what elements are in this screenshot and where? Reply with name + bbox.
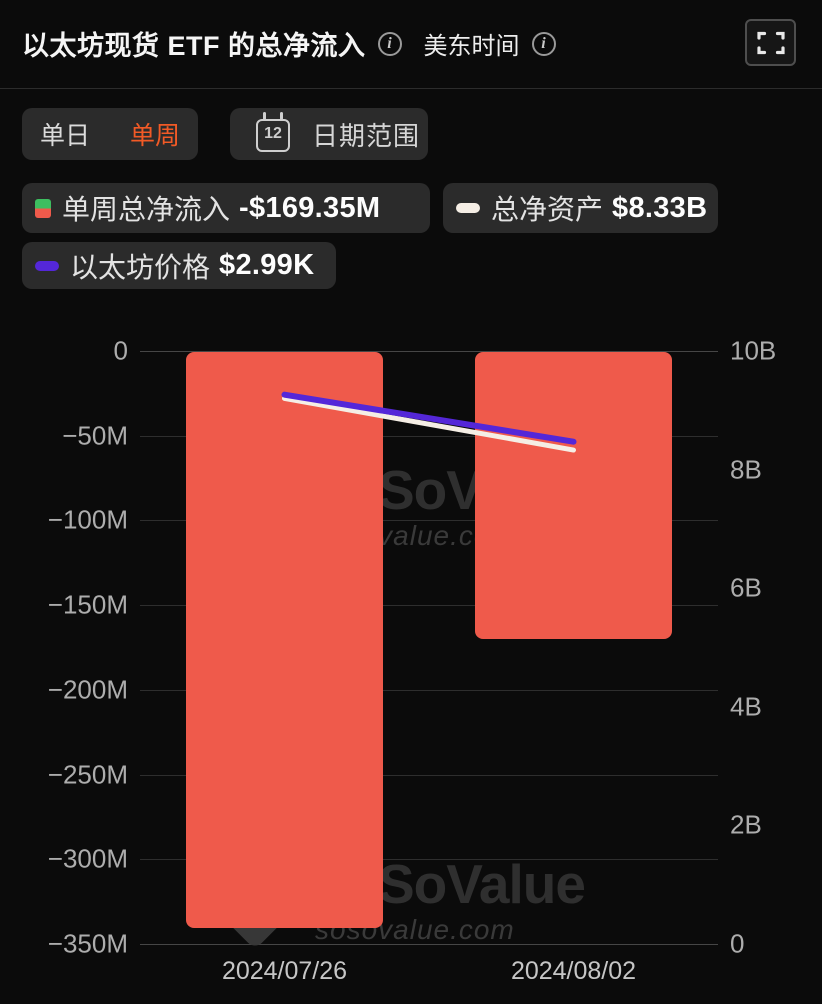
legend-value: $2.99K [219,249,315,281]
info-icon[interactable]: i [377,31,402,56]
purple-dash-swatch-icon [35,260,59,271]
y-axis-right-tick-label: 6B [730,572,762,603]
date-range-button[interactable]: 12 日期范围 [230,108,428,160]
y-axis-left-tick-label: −250M [47,759,128,790]
y-axis-left-tick-label: −50M [62,420,128,451]
y-axis-right-tick-label: 8B [730,454,762,485]
y-axis-left-tick-label: −300M [47,843,128,874]
fullscreen-expand-icon [756,31,785,54]
period-toggle-group: 单日 单周 [22,108,198,160]
y-axis-right-tick-label: 4B [730,691,762,722]
y-axis-right-tick-label: 10B [730,335,777,366]
y-axis-left-tick-label: −150M [47,589,128,620]
calendar-icon-day: 12 [264,125,282,142]
y-axis-left-tick-label: 0 [113,335,128,366]
x-axis-label: 2024/07/26 [221,957,348,985]
y-axis-left-tick-label: −100M [47,504,128,535]
white-dash-swatch-icon [456,203,480,213]
bar-2024/07/26[interactable] [186,352,383,929]
legend-total-net-assets[interactable]: 总净资产 $8.33B [443,183,718,233]
candle-swatch-icon [35,198,51,218]
tab-weekly[interactable]: 单周 [130,122,181,150]
y-axis-left-tick-label: −200M [47,674,128,705]
page-title: 以太坊现货 ETF 的总净流入 [22,31,366,61]
fullscreen-button[interactable] [745,19,796,66]
date-range-label: 日期范围 [312,120,421,151]
legend-label: 以太坊价格 [70,251,211,283]
legend-value: -$169.35M [239,191,381,224]
y-axis-right-tick-label: 2B [730,809,762,840]
legend-value: $8.33B [612,191,708,224]
timezone-label: 美东时间 [423,33,520,60]
legend-label: 单周总净流入 [62,194,231,225]
legend-eth-price[interactable]: 以太坊价格 $2.99K [22,242,336,289]
gridline [140,944,718,945]
timezone-info-icon[interactable]: i [531,31,556,56]
header-divider [0,88,822,89]
legend-weekly-net-inflow[interactable]: 单周总净流入 -$169.35M [22,183,430,233]
tab-daily[interactable]: 单日 [40,122,91,150]
legend-label: 总净资产 [491,194,604,225]
bar-2024/08/02[interactable] [475,352,672,639]
watermark-brand-text: SoValue [378,853,586,915]
calendar-icon: 12 [256,112,290,152]
y-axis-right-tick-label: 0 [730,928,745,959]
header: 以太坊现货 ETF 的总净流入 i 美东时间 i [22,24,732,63]
x-axis-label: 2024/08/02 [510,957,637,985]
y-axis-left-tick-label: −350M [47,928,128,959]
